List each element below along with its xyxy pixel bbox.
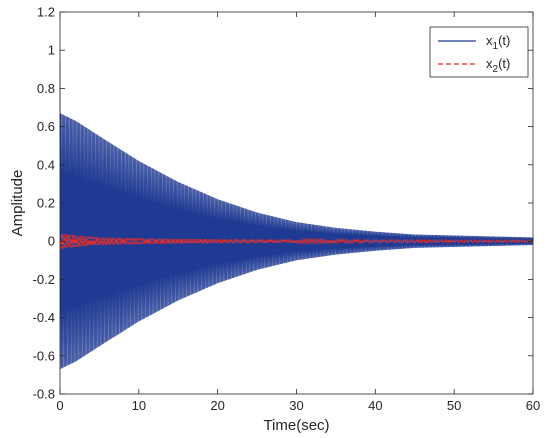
- y-axis-label: Amplitude: [9, 170, 26, 237]
- legend: x1(t) x2(t): [429, 26, 529, 78]
- series-line-x2: [59, 233, 534, 249]
- x-tick-label: 20: [210, 398, 224, 413]
- y-tick-label: 0.8: [37, 81, 55, 96]
- x-tick-label: 40: [368, 398, 382, 413]
- legend-label-x2: x2(t): [486, 56, 510, 75]
- x-axis-label: Time(sec): [263, 417, 329, 434]
- x-tick-label: 50: [447, 398, 461, 413]
- y-tick-label: -0.2: [33, 272, 55, 287]
- series-layer: [59, 59, 534, 369]
- y-tick-label: 1.2: [37, 5, 55, 20]
- x-tick-label: 30: [289, 398, 303, 413]
- x-tick-label: 60: [526, 398, 540, 413]
- legend-label-x1: x1(t): [486, 33, 510, 52]
- y-tick-label: 0.2: [37, 196, 55, 211]
- ticks-layer: 0 10 20 30 40 50 60 -0.8 -0.6 -0.4 -0.2 0 0.2 0.4 0.6 0…: [33, 5, 541, 414]
- y-tick-label: -0.6: [33, 348, 55, 363]
- y-tick-label: 0.6: [37, 119, 55, 134]
- y-tick-label: 1: [48, 43, 55, 58]
- series-line-x1: [59, 59, 534, 369]
- legend-box: [429, 26, 529, 78]
- x-tick-label: 10: [132, 398, 146, 413]
- y-tick-label: 0.4: [37, 157, 55, 172]
- y-tick-label: 0: [48, 234, 55, 249]
- x-tick-label: 0: [56, 398, 63, 413]
- y-tick-label: -0.8: [33, 387, 55, 402]
- y-tick-label: -0.4: [33, 310, 55, 325]
